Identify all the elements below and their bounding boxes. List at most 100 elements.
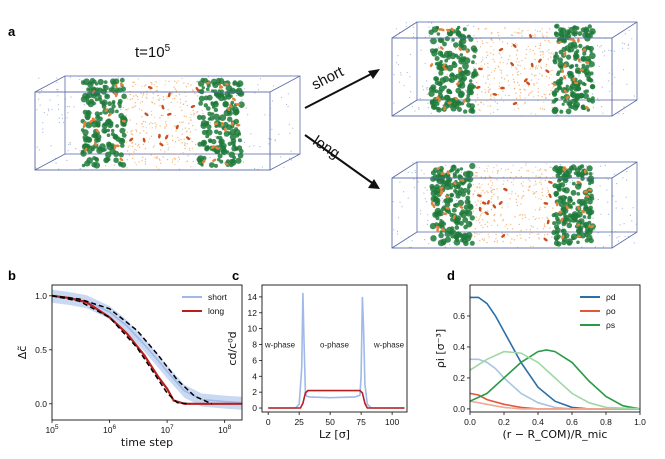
box-initial-surfactant-0 bbox=[101, 104, 107, 109]
box-short-oil-dot bbox=[501, 77, 503, 79]
box-short-solvent-dot bbox=[578, 75, 580, 77]
box-initial-free-molecule bbox=[159, 142, 164, 147]
box-short-solvent-dot bbox=[482, 66, 484, 68]
box-long-surfactant-1 bbox=[586, 165, 593, 172]
box-short-drug-molecule bbox=[563, 89, 568, 94]
box-short-oil-dot bbox=[541, 67, 543, 69]
box-long-solvent-dot bbox=[534, 209, 537, 211]
box-short-solvent-dot bbox=[504, 94, 507, 97]
box-short-oil-dot bbox=[542, 53, 544, 56]
box-short-oil-dot bbox=[486, 51, 488, 53]
box-initial-solvent-dot bbox=[259, 78, 262, 80]
box-long-free-molecule bbox=[543, 202, 549, 205]
box-short-surfactant-1 bbox=[560, 95, 564, 100]
box-initial-oil-dot bbox=[156, 157, 158, 159]
box-short-surfactant-1 bbox=[568, 64, 574, 70]
box-initial-solvent-dot bbox=[155, 75, 158, 77]
box-initial-oil-dot bbox=[191, 140, 193, 143]
box-short-surfactant-1 bbox=[581, 81, 586, 86]
box-short-drug-molecule bbox=[443, 67, 448, 71]
box-initial-oil-dot bbox=[166, 95, 168, 98]
box-short-surfactant-1 bbox=[569, 83, 576, 89]
box-initial-oil-dot bbox=[176, 82, 178, 84]
box-long-oil-dot bbox=[531, 232, 533, 234]
box-short-solvent-dot bbox=[545, 94, 547, 96]
box-initial-solvent-dot bbox=[261, 166, 264, 168]
box-initial-solvent-dot bbox=[166, 125, 168, 127]
box-long-solvent-dot bbox=[594, 246, 596, 248]
box-long-oil-dot bbox=[522, 214, 524, 216]
box-initial-oil-dot bbox=[175, 90, 177, 92]
box-long-solvent-dot bbox=[525, 229, 528, 231]
box-initial-oil-dot bbox=[137, 145, 139, 147]
box-initial-solvent-dot bbox=[209, 122, 211, 124]
box-long-solvent-dot bbox=[496, 164, 498, 166]
box-long-solvent-dot bbox=[393, 229, 395, 231]
box-initial-surfactant-1 bbox=[198, 95, 205, 102]
box-short-solvent-dot bbox=[430, 112, 432, 114]
box-long-oil-dot bbox=[477, 200, 479, 202]
box-initial-solvent-dot bbox=[245, 107, 247, 109]
box-long-oil-dot bbox=[490, 198, 492, 200]
box-long-solvent-dot bbox=[445, 164, 447, 166]
box-short-solvent-dot bbox=[396, 62, 398, 64]
box-short-oil-dot bbox=[490, 93, 492, 96]
box-initial-oil-dot bbox=[190, 84, 192, 86]
box-initial-surfactant-0 bbox=[111, 128, 115, 133]
box-long-surfactant-1 bbox=[587, 210, 593, 216]
box-short-free-molecule bbox=[510, 62, 514, 67]
box-initial-solvent-dot bbox=[58, 121, 61, 124]
box-long-surfactant-0 bbox=[463, 224, 468, 230]
box-short-surfactant-1 bbox=[583, 90, 587, 94]
box-initial-surfactant-0 bbox=[93, 162, 101, 169]
box-short-oil-dot bbox=[524, 67, 526, 70]
box-short-solvent-dot bbox=[409, 53, 411, 56]
box-short-surfactant-1 bbox=[558, 30, 564, 37]
box-initial-solvent-dot bbox=[202, 153, 204, 155]
box-long-solvent-dot bbox=[592, 231, 595, 233]
box-short-surfactant-1 bbox=[568, 46, 575, 53]
box-long-solvent-dot bbox=[618, 240, 620, 242]
box-short-surfactant-1 bbox=[566, 54, 572, 60]
box-initial-oil-dot bbox=[142, 143, 145, 146]
box-short-surfactant-0 bbox=[439, 51, 443, 55]
box-short-solvent-dot bbox=[486, 27, 488, 30]
box-long-oil-dot bbox=[502, 240, 504, 243]
box-long-solvent-dot bbox=[565, 183, 568, 185]
box-long-surfactant-0 bbox=[469, 162, 476, 170]
box-long-solvent-dot bbox=[522, 190, 524, 192]
box-short-oil-dot bbox=[475, 100, 477, 103]
box-initial-oil-dot bbox=[150, 154, 152, 156]
box-initial-oil-dot bbox=[166, 158, 169, 161]
box-long-solvent-dot bbox=[503, 180, 505, 182]
box-long-oil-dot bbox=[496, 224, 499, 226]
box-short-solvent-dot bbox=[608, 72, 610, 74]
box-short-oil-dot bbox=[539, 107, 542, 110]
box-initial-solvent-dot bbox=[35, 167, 37, 169]
box-short-surfactant-0 bbox=[451, 38, 455, 42]
box-long-drug-molecule bbox=[561, 234, 565, 240]
box-long-oil-dot bbox=[521, 197, 523, 199]
box-long-oil-dot bbox=[520, 229, 522, 232]
box-short-oil-dot bbox=[551, 102, 553, 105]
box-short-oil-dot bbox=[478, 109, 480, 111]
box-short-oil-dot bbox=[521, 35, 523, 37]
box-long-oil-dot bbox=[545, 170, 547, 172]
box-short-drug-molecule bbox=[557, 40, 562, 45]
box-long-solvent-dot bbox=[487, 170, 489, 172]
box-short-oil-dot bbox=[494, 101, 496, 103]
box-short-oil-dot bbox=[517, 74, 519, 76]
box-short-oil-dot bbox=[485, 56, 488, 59]
box-short-oil-dot bbox=[534, 45, 537, 48]
box-long-surfactant-1 bbox=[566, 238, 573, 245]
box-short-surfactant-0 bbox=[444, 94, 451, 101]
box-long-oil-dot bbox=[475, 204, 478, 206]
box-long-solvent-dot bbox=[411, 240, 413, 242]
box-short-solvent-dot bbox=[438, 47, 440, 50]
box-short-oil-dot bbox=[498, 85, 501, 88]
box-initial-surfactant-0 bbox=[88, 87, 94, 93]
box-short-solvent-dot bbox=[431, 22, 433, 24]
box-long-surfactant-0 bbox=[438, 232, 444, 239]
box-initial-oil-dot bbox=[189, 149, 191, 151]
